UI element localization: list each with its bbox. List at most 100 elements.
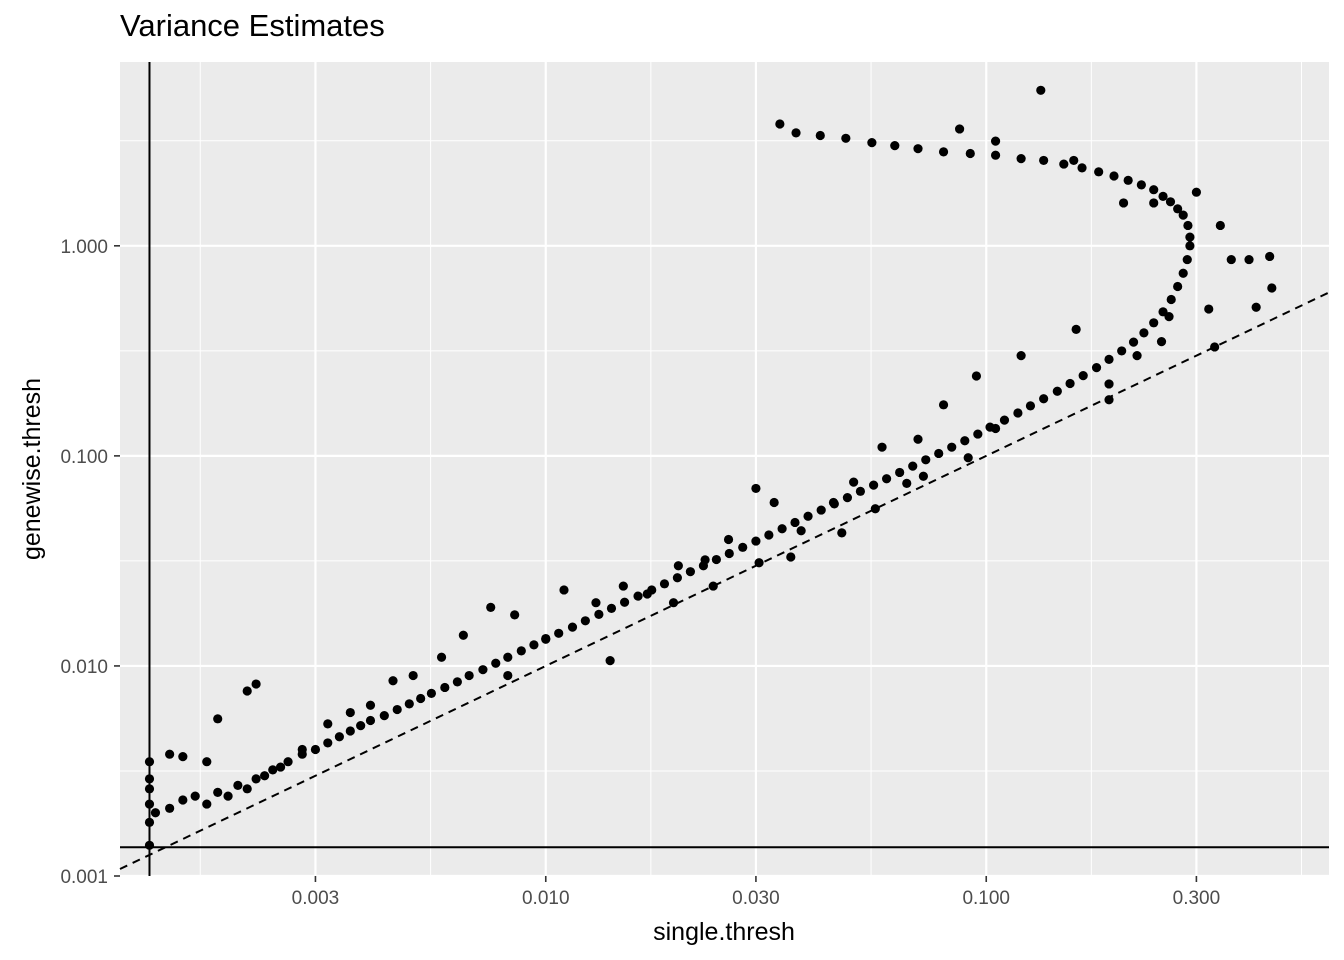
data-point — [1059, 159, 1069, 169]
data-point — [791, 128, 801, 138]
data-point — [379, 711, 389, 721]
data-point — [738, 542, 748, 552]
data-point — [890, 140, 900, 151]
data-point — [870, 504, 880, 514]
data-point — [673, 561, 683, 571]
data-point — [990, 423, 1001, 434]
data-point — [990, 136, 1001, 146]
data-point — [895, 467, 905, 478]
data-point — [751, 536, 761, 546]
data-point — [1173, 204, 1183, 214]
data-point — [828, 497, 839, 508]
data-point — [388, 676, 398, 686]
data-point — [1104, 395, 1114, 405]
data-point — [1165, 197, 1176, 207]
data-point — [491, 658, 501, 668]
data-point — [1173, 281, 1183, 292]
data-point — [1251, 302, 1261, 312]
data-point — [251, 679, 261, 689]
data-point — [323, 719, 333, 729]
data-point — [503, 652, 513, 662]
data-point — [190, 791, 200, 801]
data-point — [963, 453, 973, 463]
data-point — [803, 511, 813, 521]
data-point — [1156, 336, 1167, 347]
data-point — [1149, 198, 1159, 208]
data-point — [458, 630, 468, 640]
data-point — [754, 558, 764, 568]
data-point — [816, 505, 826, 515]
data-point — [554, 628, 564, 638]
data-point — [1191, 187, 1202, 197]
data-point — [1178, 268, 1188, 278]
data-point — [345, 707, 355, 718]
data-point — [436, 652, 447, 662]
data-point — [580, 616, 590, 626]
data-point — [881, 474, 892, 484]
data-point — [902, 478, 912, 488]
data-point — [965, 148, 975, 159]
data-point — [842, 492, 853, 503]
data-point — [529, 640, 539, 650]
data-point — [618, 581, 628, 591]
y-tick-label: 1.000 — [60, 237, 108, 258]
data-point — [1052, 386, 1062, 396]
data-point — [711, 554, 721, 565]
data-point — [908, 461, 918, 471]
data-point — [815, 130, 825, 141]
data-point — [1118, 198, 1129, 208]
data-point — [567, 622, 578, 632]
data-point — [913, 434, 923, 444]
data-point — [918, 471, 928, 481]
data-point — [668, 598, 679, 608]
data-point — [775, 119, 785, 129]
data-point — [283, 757, 293, 767]
x-tick-label: 0.030 — [732, 888, 780, 909]
data-point — [1104, 354, 1114, 364]
data-point — [999, 415, 1010, 425]
data-point — [1132, 351, 1142, 361]
data-point — [973, 429, 983, 439]
data-point — [1077, 163, 1087, 173]
data-point — [260, 771, 270, 781]
data-point — [1109, 171, 1119, 181]
data-point — [1016, 351, 1026, 361]
data-point — [1265, 251, 1275, 262]
plot-panel — [120, 62, 1329, 876]
data-point — [960, 436, 970, 446]
data-point — [452, 677, 462, 687]
data-point — [594, 609, 604, 619]
data-point — [764, 530, 774, 540]
data-point — [1104, 379, 1114, 389]
data-point — [408, 670, 418, 681]
data-point — [1158, 191, 1168, 201]
data-point — [1039, 394, 1049, 404]
data-point — [591, 598, 601, 608]
data-point — [877, 442, 887, 452]
data-point — [165, 803, 175, 813]
data-point — [790, 517, 800, 528]
data-point — [416, 693, 426, 704]
data-point — [365, 700, 376, 710]
data-point — [251, 774, 261, 784]
data-point — [144, 757, 155, 767]
data-point — [202, 757, 212, 767]
data-point — [440, 682, 450, 693]
data-point — [1078, 371, 1088, 381]
data-point — [786, 552, 796, 562]
data-point — [619, 597, 630, 607]
data-point — [1136, 180, 1146, 190]
data-point — [223, 791, 233, 801]
data-point — [685, 567, 696, 577]
data-point — [659, 579, 670, 589]
data-point — [700, 555, 710, 565]
data-point — [541, 633, 551, 644]
data-point — [1166, 294, 1176, 305]
data-point — [297, 744, 307, 755]
data-point — [213, 714, 223, 724]
data-point — [144, 840, 155, 850]
data-point — [1094, 167, 1104, 177]
data-point — [1065, 378, 1075, 389]
data-point — [947, 442, 957, 452]
